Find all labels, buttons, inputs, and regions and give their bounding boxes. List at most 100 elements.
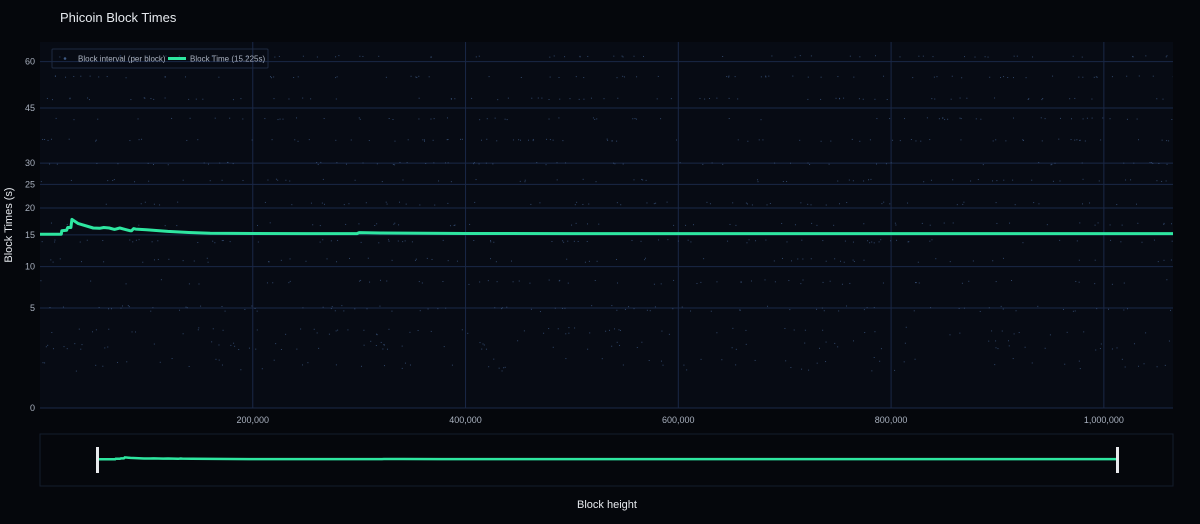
interval-point xyxy=(1005,140,1007,142)
interval-point xyxy=(488,366,490,368)
interval-point xyxy=(622,56,624,58)
interval-point xyxy=(920,140,922,142)
range-slider-right-handle[interactable] xyxy=(1116,447,1119,473)
interval-point xyxy=(144,201,146,203)
interval-point xyxy=(88,99,90,101)
interval-point xyxy=(611,345,613,347)
interval-point xyxy=(1027,98,1029,100)
interval-point xyxy=(963,307,965,309)
interval-point xyxy=(186,307,188,309)
interval-point xyxy=(394,140,396,142)
interval-point xyxy=(363,344,365,346)
interval-point xyxy=(578,98,580,100)
interval-point xyxy=(635,118,637,120)
interval-point xyxy=(552,346,554,348)
interval-point xyxy=(959,117,961,119)
interval-point xyxy=(683,364,685,366)
interval-point xyxy=(830,140,832,142)
interval-point xyxy=(1031,179,1033,181)
interval-point xyxy=(726,76,728,78)
interval-point xyxy=(168,258,170,260)
interval-point xyxy=(984,56,986,58)
interval-point xyxy=(747,203,749,205)
interval-point xyxy=(157,258,159,260)
interval-point xyxy=(409,364,411,366)
interval-point xyxy=(269,222,271,224)
interval-point xyxy=(1127,308,1129,310)
interval-point xyxy=(774,281,776,283)
legend-item-block-interval[interactable]: Block interval (per block) xyxy=(63,55,166,64)
interval-point xyxy=(1070,139,1072,141)
interval-point xyxy=(702,163,704,165)
interval-point xyxy=(870,178,872,180)
interval-point xyxy=(716,281,718,283)
interval-point xyxy=(1123,162,1125,164)
legend[interactable]: Block interval (per block) Block Time (1… xyxy=(51,48,269,69)
range-slider-left-handle[interactable] xyxy=(96,447,99,473)
interval-point xyxy=(914,282,916,284)
interval-point xyxy=(771,55,773,57)
interval-point xyxy=(907,202,909,204)
interval-point xyxy=(471,97,473,99)
interval-point xyxy=(1138,365,1140,367)
interval-point xyxy=(152,163,154,165)
interval-point xyxy=(1091,117,1093,119)
interval-point xyxy=(1152,162,1154,164)
interval-point xyxy=(129,140,131,142)
interval-point xyxy=(1081,56,1083,58)
x-axis-label: Block height xyxy=(577,499,637,511)
interval-point xyxy=(751,204,753,206)
legend-item-block-time[interactable]: Block Time (15.225s) xyxy=(168,55,265,64)
interval-point xyxy=(1044,118,1046,120)
interval-point xyxy=(690,241,692,243)
interval-point xyxy=(343,204,345,206)
interval-point xyxy=(878,241,880,243)
interval-point xyxy=(1002,257,1004,259)
interval-point xyxy=(781,257,783,259)
interval-point xyxy=(336,76,338,78)
interval-point xyxy=(474,201,476,203)
interval-point xyxy=(952,179,954,181)
interval-point xyxy=(1111,283,1113,285)
interval-point xyxy=(765,76,767,78)
interval-point xyxy=(397,240,399,242)
interval-point xyxy=(952,222,954,224)
interval-point xyxy=(672,308,674,310)
interval-point xyxy=(269,76,271,78)
interval-point xyxy=(994,97,996,99)
interval-point xyxy=(363,329,365,331)
interval-point xyxy=(1082,76,1084,78)
interval-point xyxy=(501,308,503,310)
interval-point xyxy=(288,98,290,100)
interval-point xyxy=(1007,340,1009,342)
interval-point xyxy=(573,240,575,242)
interval-point xyxy=(821,307,823,309)
interval-point xyxy=(1078,76,1080,78)
interval-point xyxy=(991,330,993,332)
interval-point xyxy=(1110,239,1112,241)
interval-point xyxy=(1116,347,1118,349)
plot-area[interactable] xyxy=(40,42,1173,408)
interval-point xyxy=(822,329,824,331)
interval-point xyxy=(125,283,127,285)
interval-point xyxy=(704,98,706,100)
interval-point xyxy=(823,310,825,312)
interval-point xyxy=(229,117,231,119)
interval-point xyxy=(992,140,994,142)
interval-point xyxy=(1074,139,1076,141)
interval-point xyxy=(679,162,681,164)
x-tick-label: 200,000 xyxy=(236,415,269,425)
interval-point xyxy=(1083,331,1085,333)
interval-point xyxy=(876,163,878,165)
interval-point xyxy=(963,201,965,203)
interval-point xyxy=(193,260,195,262)
interval-point xyxy=(324,203,326,205)
interval-point xyxy=(53,348,55,350)
interval-point xyxy=(619,344,621,346)
interval-point xyxy=(1072,310,1074,312)
interval-point xyxy=(398,224,400,226)
interval-point xyxy=(1109,224,1111,226)
interval-point xyxy=(478,163,480,165)
range-slider[interactable] xyxy=(39,433,1174,487)
